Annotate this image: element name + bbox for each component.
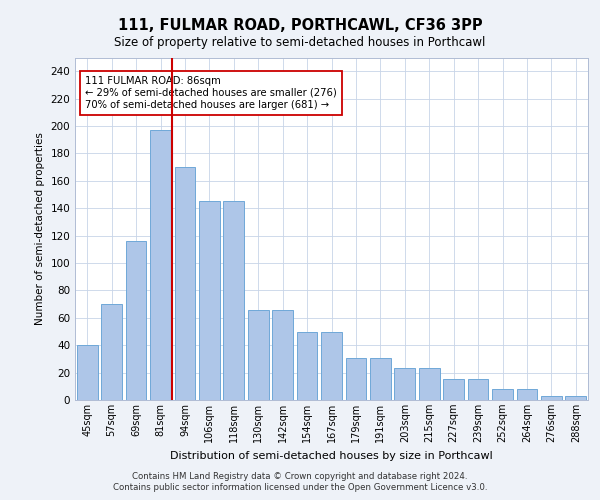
Bar (150, 130, 171, 400)
Bar (419, 368, 440, 400)
Text: Contains HM Land Registry data © Crown copyright and database right 2024.: Contains HM Land Registry data © Crown c… (132, 472, 468, 481)
Text: Size of property relative to semi-detached houses in Porthcawl: Size of property relative to semi-detach… (115, 36, 485, 49)
Text: Contains public sector information licensed under the Open Government Licence v3: Contains public sector information licen… (113, 483, 487, 492)
Bar (565, 396, 586, 400)
Bar (77, 345, 98, 400)
Bar (370, 358, 391, 400)
Bar (223, 202, 244, 400)
Bar (321, 332, 342, 400)
Bar (346, 358, 367, 400)
Bar (541, 396, 562, 400)
Text: 111 FULMAR ROAD: 86sqm
← 29% of semi-detached houses are smaller (276)
70% of se: 111 FULMAR ROAD: 86sqm ← 29% of semi-det… (85, 76, 337, 110)
Bar (248, 310, 269, 400)
Bar (125, 241, 146, 400)
Bar (175, 167, 196, 400)
Bar (101, 304, 122, 400)
Bar (443, 380, 464, 400)
X-axis label: Distribution of semi-detached houses by size in Porthcawl: Distribution of semi-detached houses by … (170, 450, 493, 460)
Bar (272, 310, 293, 400)
Bar (199, 202, 220, 400)
Bar (492, 389, 513, 400)
Bar (394, 368, 415, 400)
Y-axis label: Number of semi-detached properties: Number of semi-detached properties (35, 132, 45, 325)
Text: 111, FULMAR ROAD, PORTHCAWL, CF36 3PP: 111, FULMAR ROAD, PORTHCAWL, CF36 3PP (118, 18, 482, 32)
Bar (296, 332, 317, 400)
Bar (467, 380, 488, 400)
Bar (517, 389, 538, 400)
